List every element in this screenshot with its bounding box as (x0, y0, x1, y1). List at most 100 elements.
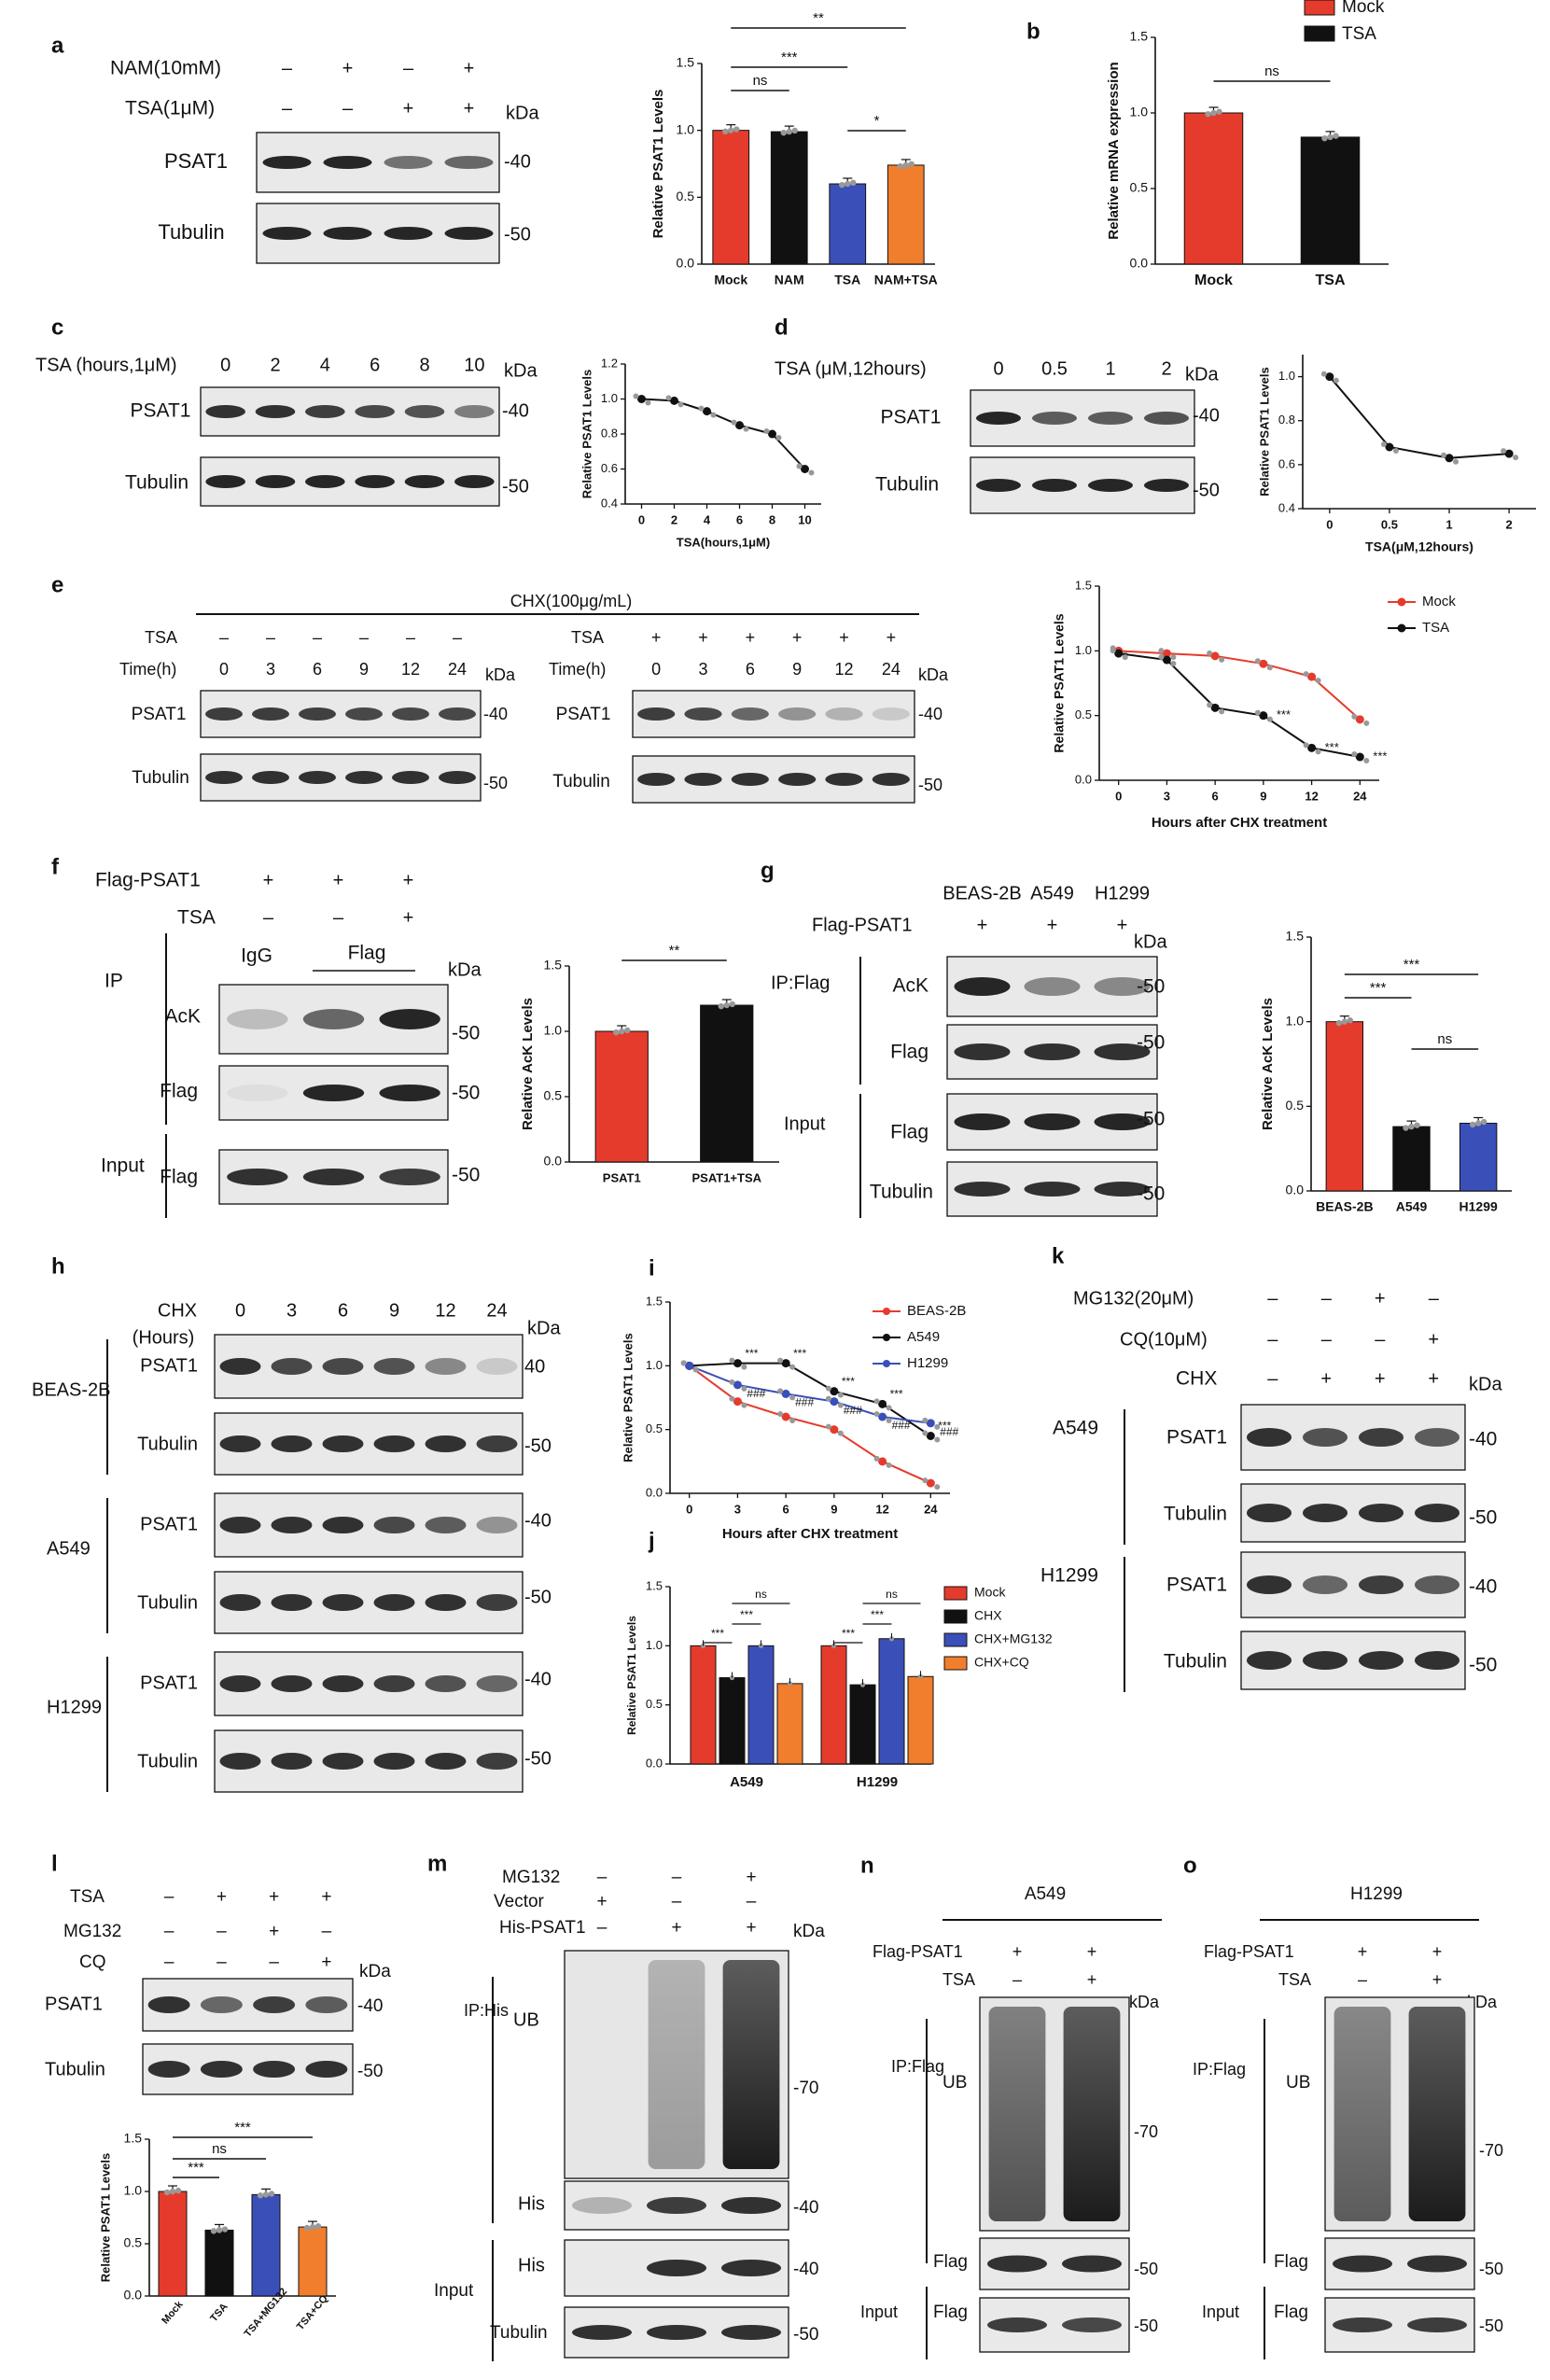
mw-marker: -50 (1134, 2260, 1158, 2278)
y-tick-label: 0.5 (646, 1697, 663, 1711)
data-point (1351, 713, 1358, 720)
annotation: *** (793, 1347, 806, 1360)
significance-label: ns (753, 73, 768, 89)
lane-label: 6 (338, 1300, 348, 1321)
lane-label: + (596, 1892, 607, 1911)
significance-label: *** (188, 2160, 204, 2176)
band (205, 707, 243, 721)
band (1247, 1428, 1292, 1447)
x-tick-label: 3 (1164, 789, 1170, 803)
band (1303, 1651, 1348, 1670)
band (1024, 977, 1081, 996)
lane-label: + (1320, 1368, 1332, 1389)
cell-line-label: H1299 (47, 1697, 102, 1717)
blot-frame (214, 1571, 524, 1634)
series-point (878, 1412, 887, 1421)
band (1088, 412, 1133, 425)
lane-label: + (464, 58, 475, 78)
band (425, 1594, 467, 1611)
data-point (1333, 133, 1339, 139)
band (954, 1113, 1011, 1130)
band (439, 707, 476, 721)
panel-letter: f (51, 854, 60, 879)
x-tick-label: 12 (1305, 789, 1318, 803)
ub-blot (1324, 1996, 1475, 2232)
series-point (735, 421, 744, 430)
series-point (1307, 672, 1317, 681)
blot-label: His (518, 2193, 545, 2214)
group-label: Input (434, 2281, 474, 2301)
band (476, 1358, 518, 1375)
band (684, 707, 722, 721)
lane-label: 9 (359, 660, 369, 679)
annotation: *** (842, 1375, 855, 1388)
data-point (163, 2189, 171, 2196)
mw-marker: -50 (452, 1083, 480, 1104)
bar (829, 183, 867, 265)
blot-label: PSAT1 (131, 400, 191, 422)
series-point (781, 1389, 790, 1398)
blot-label: Tubulin (875, 474, 939, 496)
band (355, 405, 395, 418)
blot-label: Tubulin (45, 2059, 105, 2079)
band (305, 2061, 348, 2078)
panel-letter: g (761, 858, 775, 883)
band (721, 2260, 781, 2276)
y-axis-label: Relative AcK Levels (520, 998, 536, 1130)
band (1303, 1428, 1348, 1447)
lane-label: + (1358, 1942, 1368, 1961)
blot-label: Tubulin (137, 1592, 198, 1613)
blot (979, 2297, 1130, 2353)
bar (298, 2226, 328, 2297)
blot-label: PSAT1 (556, 705, 611, 724)
band (1415, 1575, 1459, 1594)
mw-marker: -50 (1479, 2317, 1503, 2335)
band (322, 1517, 364, 1533)
x-tick-label: 24 (1353, 789, 1367, 803)
mw-marker: -40 (504, 151, 531, 172)
lane-label: 0 (220, 355, 230, 375)
data-point (723, 1001, 730, 1009)
y-axis-label: Relative mRNA expression (1106, 62, 1122, 239)
kda-label: kDa (1129, 1993, 1160, 2011)
data-point (722, 128, 729, 135)
band (205, 475, 245, 488)
data-point (1347, 1017, 1354, 1024)
band (384, 227, 433, 240)
series-point (1162, 655, 1171, 665)
panel-letter: n (860, 1853, 874, 1878)
band (227, 1169, 288, 1185)
data-point (777, 1357, 784, 1364)
y-tick-label: 1.0 (677, 121, 695, 136)
y-tick-label: 0.8 (1278, 413, 1295, 427)
blot-label: AcK (164, 1006, 201, 1028)
mw-marker: -70 (793, 2079, 818, 2098)
row-label: TSA (177, 907, 216, 929)
lane-label: – (266, 628, 275, 647)
series-point (1162, 649, 1171, 658)
bar (747, 1645, 775, 1765)
blot (214, 1334, 524, 1399)
band (299, 707, 336, 721)
band (305, 1996, 348, 2013)
band (205, 405, 245, 418)
mw-marker: -40 (1469, 1429, 1497, 1450)
band (1024, 1043, 1081, 1060)
legend-swatch (1304, 0, 1335, 16)
significance-label: *** (234, 2120, 251, 2135)
data-point (897, 162, 903, 170)
lane-label: – (313, 628, 322, 647)
band (954, 977, 1011, 996)
row-label: Flag-PSAT1 (812, 915, 912, 935)
lane-label: 1 (1105, 358, 1115, 379)
series-point (878, 1457, 887, 1466)
series-line (1118, 652, 1361, 759)
mw-marker: -50 (502, 476, 529, 497)
data-point (1110, 648, 1116, 654)
band (1247, 1504, 1292, 1522)
lane-label: A549 (1030, 883, 1074, 903)
data-point (309, 2223, 316, 2231)
lane-label: 24 (486, 1300, 507, 1321)
band (872, 707, 910, 721)
y-tick-label: 0.6 (601, 461, 618, 475)
